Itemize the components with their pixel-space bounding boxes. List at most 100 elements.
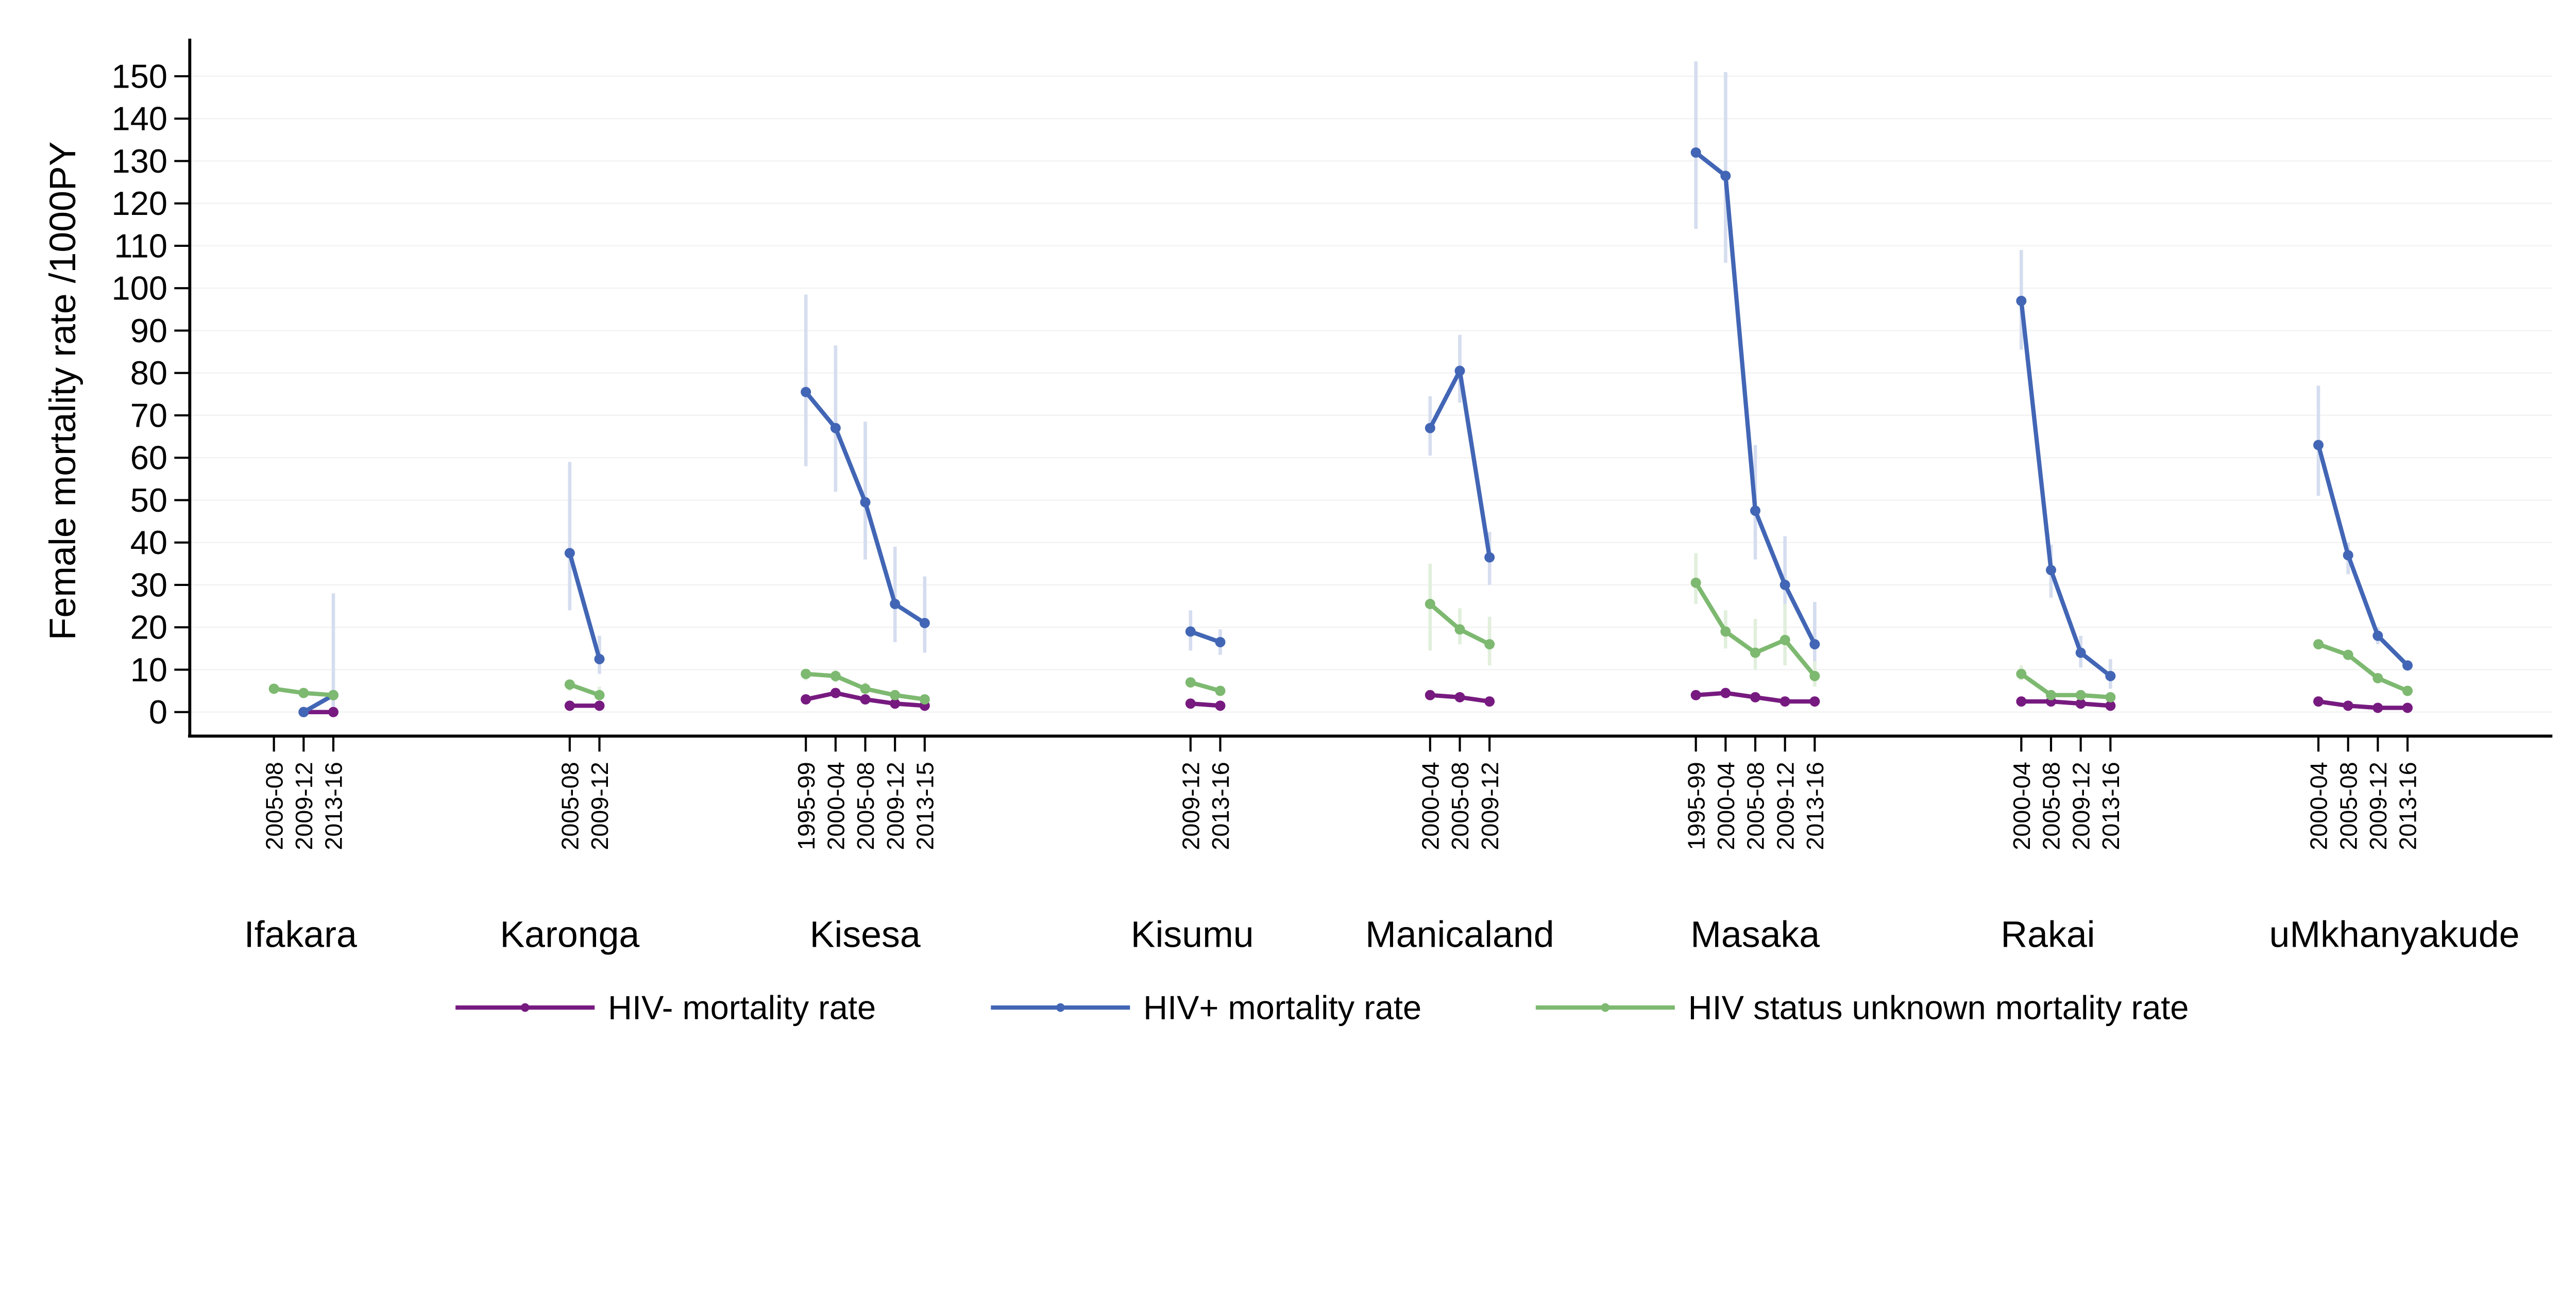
neg-point xyxy=(801,694,811,705)
unk-point xyxy=(919,694,930,705)
site-group-karonga xyxy=(564,462,605,711)
unk-point xyxy=(2402,685,2413,696)
neg-point xyxy=(1780,696,1790,707)
x-tick-label: 2005-08 xyxy=(261,762,287,850)
x-tick-label: 2013-16 xyxy=(1802,762,1828,850)
x-tick-label: 2005-08 xyxy=(2038,762,2065,850)
x-tick-label: 2005-08 xyxy=(1447,762,1473,850)
unk-line xyxy=(2020,672,2111,700)
x-tick-label: 2013-15 xyxy=(912,762,939,850)
site-label: uMkhanyakude xyxy=(2269,914,2520,955)
x-tick-label: 2013-16 xyxy=(2395,762,2421,850)
x-tick-label: 2009-12 xyxy=(1772,762,1799,850)
unk-point xyxy=(860,683,871,694)
y-tick-label: 120 xyxy=(112,185,167,222)
x-tick-label: 2000-04 xyxy=(2306,762,2332,850)
mortality-chart: 0 10 20 30 40 50 60 70 80 90 100 110 120 130 140 150 20… xyxy=(42,39,2553,1027)
neg-point xyxy=(2343,700,2353,711)
unk-point xyxy=(1720,626,1731,637)
y-tick-label: 140 xyxy=(112,100,167,138)
pos-point xyxy=(2402,660,2413,671)
neg-point xyxy=(2016,696,2027,707)
site-label: Kisesa xyxy=(810,914,921,955)
x-tick-label: 2009-12 xyxy=(291,762,317,850)
y-tick-label: 80 xyxy=(130,354,167,392)
pos-point xyxy=(2105,670,2116,681)
legend-label: HIV- mortality rate xyxy=(608,989,876,1027)
neg-point xyxy=(890,698,901,709)
unk-point xyxy=(298,687,309,698)
neg-point xyxy=(1454,692,1465,702)
pos-point xyxy=(2343,550,2353,561)
neg-point xyxy=(860,694,871,705)
legend: HIV- mortality rate HIV+ mortality rate HI… xyxy=(455,989,2189,1027)
pos-point xyxy=(1215,636,1226,647)
unk-line xyxy=(569,682,600,697)
site-label: Manicaland xyxy=(1365,914,1554,955)
x-tick-label: 2000-04 xyxy=(1713,762,1739,850)
neg-line xyxy=(2318,699,2408,710)
pos-point xyxy=(1185,626,1196,637)
plot-marks xyxy=(268,61,2413,717)
site-label: Karonga xyxy=(500,914,639,955)
x-tick-label: 2005-08 xyxy=(2335,762,2362,850)
unk-point xyxy=(1185,677,1196,688)
neg-point xyxy=(328,707,338,717)
legend-item-pos: HIV+ mortality rate xyxy=(991,989,1421,1027)
unk-point xyxy=(1690,577,1701,588)
legend-marker xyxy=(1601,1003,1610,1012)
unk-point xyxy=(2075,690,2086,700)
site-label: Masaka xyxy=(1690,914,1820,955)
pos-point xyxy=(564,548,575,559)
pos-point xyxy=(1750,505,1760,516)
gridlines xyxy=(190,75,2553,713)
x-tick-label: 2005-08 xyxy=(557,762,584,850)
pos-line xyxy=(2019,300,2112,678)
site-group-masaka xyxy=(1690,61,1820,707)
pos-point xyxy=(1690,147,1701,158)
x-tick-label: 2009-12 xyxy=(2365,762,2392,850)
neg-point xyxy=(1484,696,1495,707)
unk-point xyxy=(1750,647,1760,658)
pos-point xyxy=(860,497,871,508)
y-tick-label: 50 xyxy=(130,481,167,519)
site-label: Ifakara xyxy=(244,914,357,955)
pos-point xyxy=(1780,579,1790,590)
x-tick-label: 2009-12 xyxy=(586,762,613,850)
neg-point xyxy=(1809,696,1820,707)
pos-point xyxy=(2016,295,2027,306)
y-tick-label: 110 xyxy=(114,227,167,264)
legend-label: HIV status unknown mortality rate xyxy=(1688,989,2189,1027)
y-tick-label: 150 xyxy=(112,57,167,95)
y-tick-label: 130 xyxy=(112,142,167,180)
unk-point xyxy=(2313,639,2324,650)
unk-point xyxy=(2046,690,2057,700)
pos-point xyxy=(1454,365,1465,376)
pos-point xyxy=(298,707,309,717)
unk-point xyxy=(830,670,841,681)
x-tick-label: 2005-08 xyxy=(1742,762,1769,850)
site-group-kisesa xyxy=(801,294,930,711)
x-tick-label: 2000-04 xyxy=(1417,762,1444,850)
x-tick-label: 2000-04 xyxy=(2008,762,2035,850)
x-tick-label: 1995-99 xyxy=(793,762,820,850)
pos-point xyxy=(919,617,930,628)
unk-point xyxy=(1780,634,1790,645)
pos-point xyxy=(1720,171,1731,181)
pos-point xyxy=(890,598,901,609)
pos-point xyxy=(2372,630,2383,641)
legend-item-neg: HIV- mortality rate xyxy=(455,989,876,1027)
neg-point xyxy=(2402,702,2413,713)
pos-line xyxy=(567,552,602,660)
unk-point xyxy=(2372,673,2383,683)
y-tick-label: 60 xyxy=(130,439,167,477)
x-tick-label: 2000-04 xyxy=(823,762,850,850)
y-tick-label: 0 xyxy=(149,693,167,731)
pos-point xyxy=(594,653,605,664)
pos-point xyxy=(2046,565,2057,576)
y-axis: 0 10 20 30 40 50 60 70 80 90 100 110 120 130 140 150 xyxy=(112,39,192,736)
neg-point xyxy=(830,687,841,698)
pos-point xyxy=(2075,647,2086,658)
pos-point xyxy=(1425,423,1435,433)
